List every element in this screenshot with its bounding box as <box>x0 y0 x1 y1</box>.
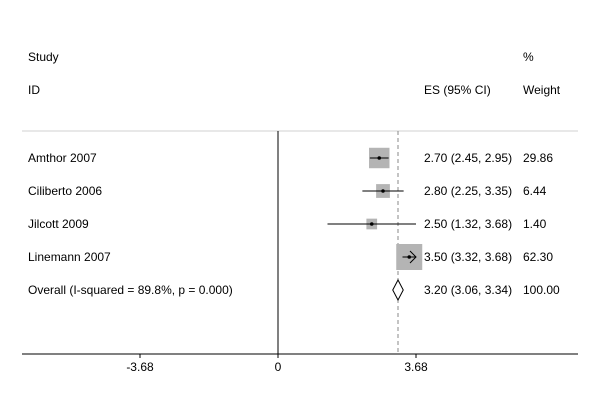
study-row: Ciliberto 2006 2.80 (2.25, 3.35) 6.44 <box>28 184 547 198</box>
study-weight: 1.40 <box>523 217 547 231</box>
x-axis: -3.68 0 3.68 <box>22 353 578 374</box>
study-ci: 2.50 (1.32, 3.68) <box>424 217 512 231</box>
overall-name: Overall (I-squared = 89.8%, p = 0.000) <box>28 283 233 297</box>
header-id: ID <box>28 83 40 97</box>
overall-diamond <box>392 278 404 302</box>
x-tick-label: -3.68 <box>126 360 154 374</box>
study-ci: 3.50 (3.32, 3.68) <box>424 250 512 264</box>
header-study: Study <box>28 50 59 64</box>
x-tick-label: 3.68 <box>404 360 428 374</box>
overall-ci: 3.20 (3.06, 3.34) <box>424 283 512 297</box>
point-estimate <box>381 189 385 193</box>
point-estimate <box>407 255 412 259</box>
x-tick-label: 0 <box>275 360 282 374</box>
study-name: Jilcott 2009 <box>28 217 89 231</box>
ci-arrow <box>409 250 417 264</box>
study-weight: 29.86 <box>523 151 553 165</box>
header-es: ES (95% CI) <box>424 83 491 97</box>
study-row: Jilcott 2009 2.50 (1.32, 3.68) 1.40 <box>28 217 547 231</box>
header-weight: Weight <box>523 83 561 97</box>
overall-weight: 100.00 <box>523 283 560 297</box>
study-row: Amthor 2007 2.70 (2.45, 2.95) 29.86 <box>28 147 553 169</box>
study-ci: 2.70 (2.45, 2.95) <box>424 151 512 165</box>
point-estimate <box>377 156 382 160</box>
study-ci: 2.80 (2.25, 3.35) <box>424 184 512 198</box>
study-weight: 6.44 <box>523 184 547 198</box>
study-name: Linemann 2007 <box>28 250 111 264</box>
study-name: Ciliberto 2006 <box>28 184 102 198</box>
point-estimate <box>369 222 374 226</box>
study-name: Amthor 2007 <box>28 151 97 165</box>
study-weight: 62.30 <box>523 250 553 264</box>
study-row: Linemann 2007 3.50 (3.32, 3.68) 62.30 <box>28 244 553 270</box>
header-weight-percent: % <box>523 50 534 64</box>
overall-row: Overall (I-squared = 89.8%, p = 0.000) 3.… <box>28 278 560 302</box>
study-rows: Amthor 2007 2.70 (2.45, 2.95) 29.86 Ciliber… <box>28 131 560 354</box>
